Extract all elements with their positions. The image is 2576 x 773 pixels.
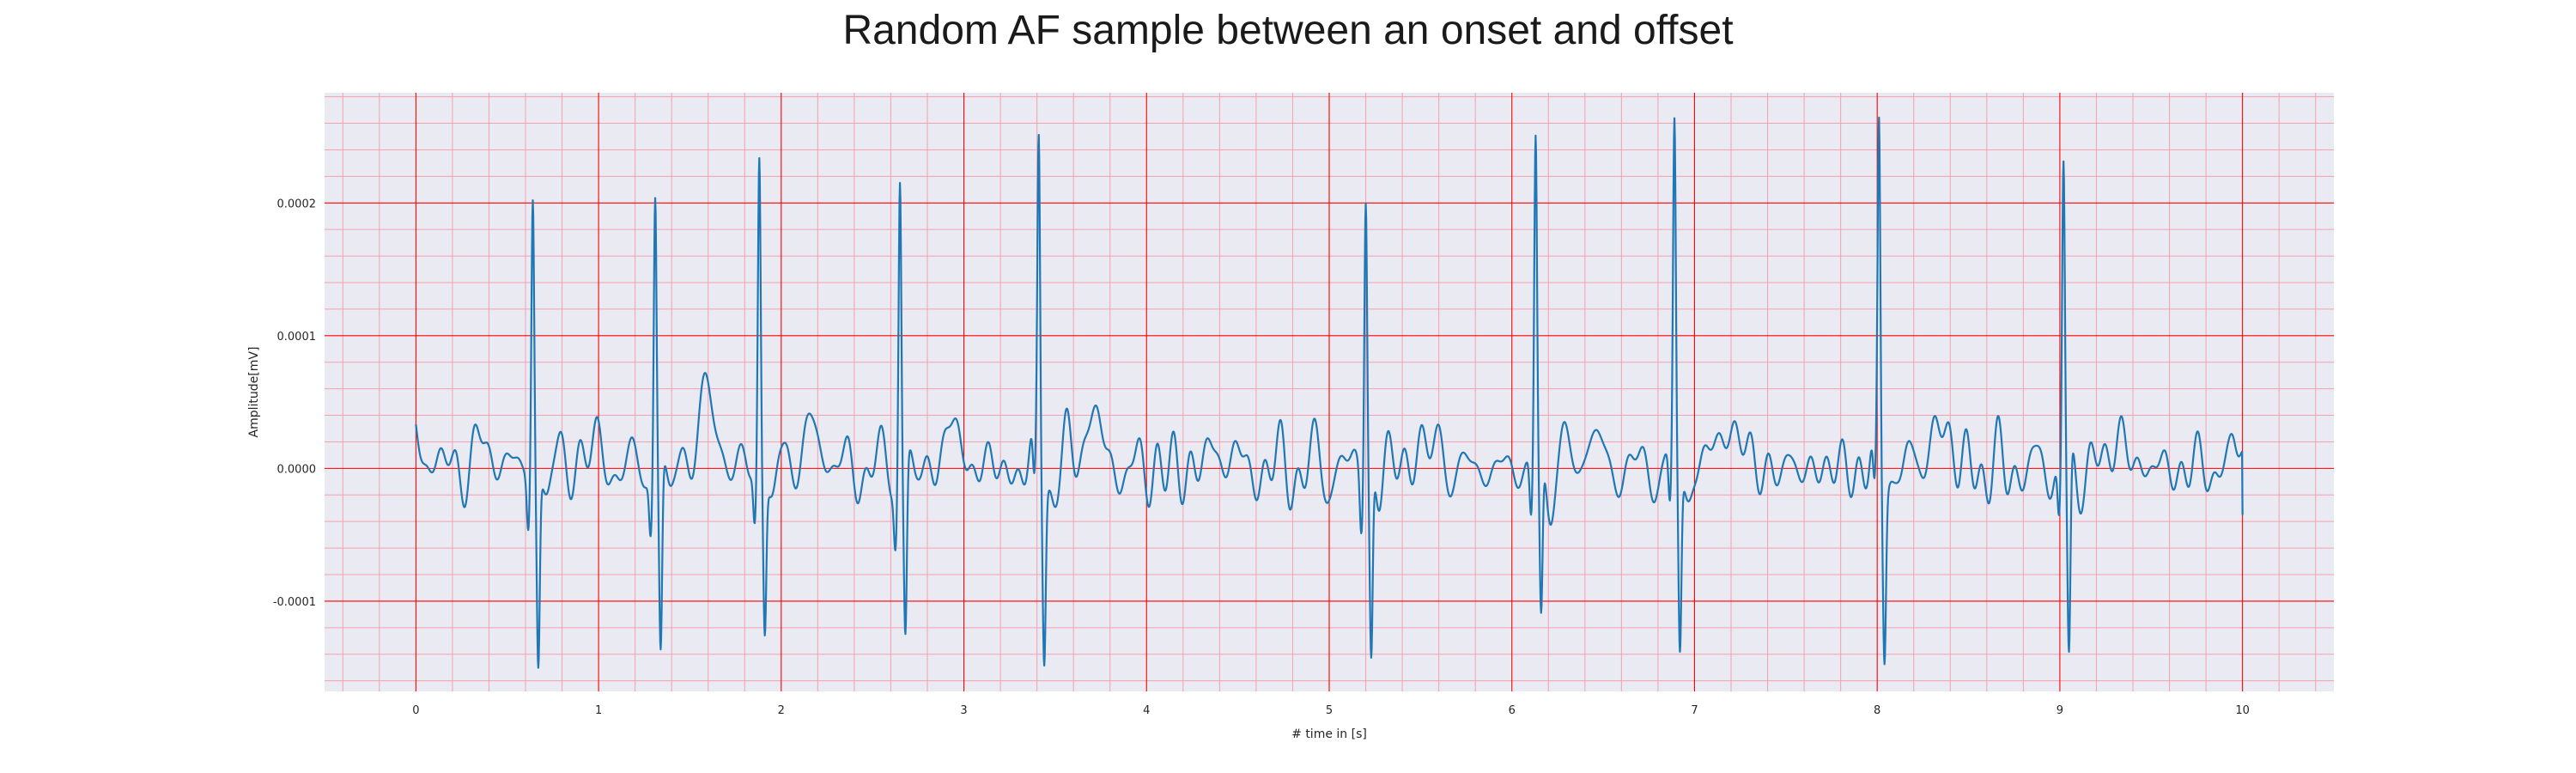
x-tick-label: 0	[412, 704, 419, 717]
x-tick-label: 9	[2057, 704, 2063, 717]
y-tick-label: -0.0001	[273, 596, 316, 609]
y-tick-label: 0.0002	[277, 198, 317, 210]
y-tick-labels: -0.0001 0.0000 0.0001 0.0002	[273, 198, 316, 609]
y-axis-label: Amplitude[mV]	[247, 347, 261, 438]
x-tick-label: 2	[778, 704, 785, 717]
x-tick-labels: 0 1 2 3 4 5 6 7 8 9 10	[412, 704, 2250, 717]
x-tick-label: 5	[1326, 704, 1333, 717]
x-tick-label: 8	[1874, 704, 1880, 717]
y-tick-label: 0.0001	[277, 331, 317, 344]
major-grid	[325, 93, 2334, 691]
x-tick-label: 1	[595, 704, 602, 717]
ecg-signal-line	[415, 116, 2244, 669]
x-axis-label: # time in [s]	[1291, 727, 1367, 741]
x-tick-label: 7	[1691, 704, 1698, 717]
chart-title: Random AF sample between an onset and of…	[842, 8, 1734, 53]
x-tick-label: 4	[1143, 704, 1150, 717]
x-tick-label: 10	[2235, 704, 2250, 717]
x-tick-label: 3	[960, 704, 967, 717]
y-tick-label: 0.0000	[277, 463, 317, 476]
x-tick-label: 6	[1509, 704, 1516, 717]
